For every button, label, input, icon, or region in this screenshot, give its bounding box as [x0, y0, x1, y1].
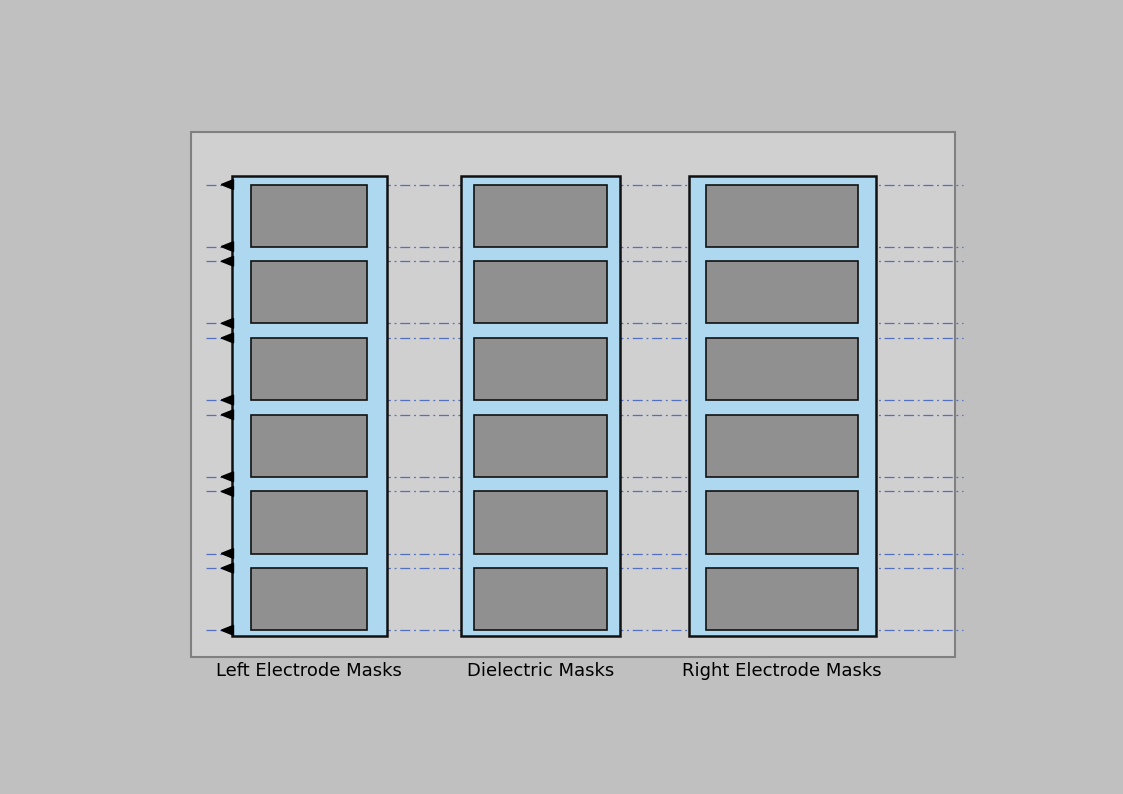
Bar — [474, 569, 606, 630]
Bar — [688, 176, 876, 636]
Polygon shape — [221, 626, 234, 635]
Polygon shape — [221, 487, 234, 496]
Text: Dielectric Masks: Dielectric Masks — [467, 662, 614, 680]
Bar — [706, 338, 858, 400]
Polygon shape — [221, 333, 234, 343]
Polygon shape — [221, 318, 234, 328]
Bar — [706, 569, 858, 630]
Polygon shape — [221, 472, 234, 482]
Bar — [460, 176, 620, 636]
Bar — [474, 338, 606, 400]
Polygon shape — [221, 410, 234, 419]
Bar — [250, 261, 366, 323]
Bar — [474, 414, 606, 476]
Bar — [250, 184, 366, 247]
Bar — [250, 569, 366, 630]
Bar — [191, 132, 955, 657]
Bar — [706, 414, 858, 476]
Polygon shape — [221, 395, 234, 405]
Polygon shape — [221, 179, 234, 190]
Bar — [706, 261, 858, 323]
Bar — [706, 491, 858, 553]
Bar — [474, 261, 606, 323]
Text: Right Electrode Masks: Right Electrode Masks — [683, 662, 882, 680]
Polygon shape — [221, 563, 234, 573]
Bar — [474, 491, 606, 553]
Polygon shape — [221, 256, 234, 266]
Bar — [250, 338, 366, 400]
Polygon shape — [221, 549, 234, 558]
Polygon shape — [221, 241, 234, 252]
Bar — [231, 176, 386, 636]
Bar — [706, 184, 858, 247]
Text: Left Electrode Masks: Left Electrode Masks — [217, 662, 402, 680]
Bar — [250, 491, 366, 553]
Bar — [474, 184, 606, 247]
Bar — [250, 414, 366, 476]
